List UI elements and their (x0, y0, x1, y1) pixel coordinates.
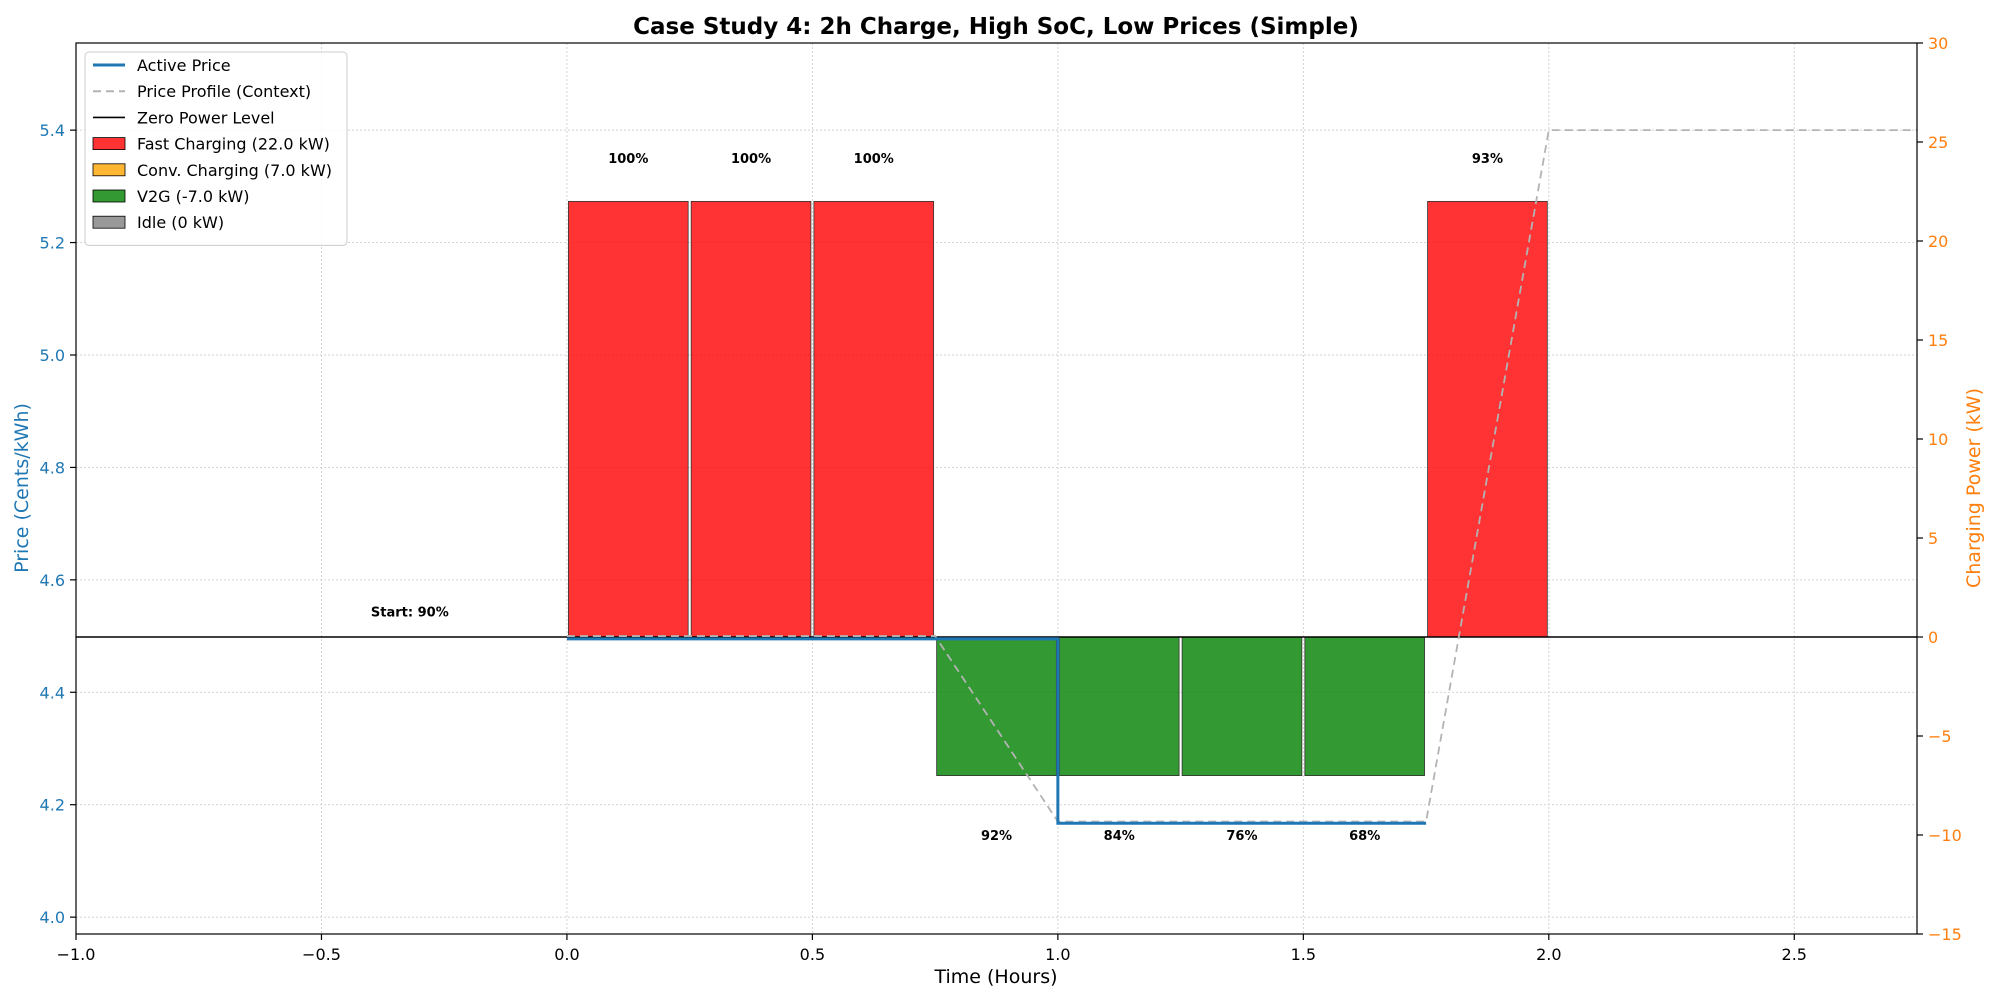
legend-label: Active Price (137, 56, 231, 75)
start-annotation: Start: 90% (371, 605, 449, 620)
plot-area-frame (75, 42, 1918, 935)
x-tick-label: 0.5 (800, 945, 825, 964)
legend-swatch-idle (92, 215, 126, 229)
x-tick-label: 2.0 (1536, 945, 1561, 964)
v2g-bar (1058, 636, 1180, 777)
fast-charging-bar (1427, 200, 1548, 638)
legend-swatch-v2g (92, 189, 126, 203)
v2g-bar (936, 636, 1057, 777)
y-left-tick-label: 4.4 (40, 683, 65, 702)
legend-swatch-conv (92, 163, 126, 177)
y-left-tick-label: 4.6 (40, 571, 65, 590)
legend-box (84, 51, 348, 246)
y-right-tick-label: −10 (1928, 826, 1962, 845)
legend-label: Conv. Charging (7.0 kW) (137, 161, 332, 180)
y-axis-left: 4.0 4.2 4.4 4.6 4.8 5.0 5.2 5.4 (40, 121, 76, 927)
x-axis-label: Time (Hours) (933, 966, 1057, 988)
x-axis: −1.0 −0.5 0.0 0.5 1.0 1.5 2.0 2.5 (57, 934, 1807, 964)
y-left-tick-label: 5.0 (40, 346, 65, 365)
labels-layer: 100% 100% 100% 92% 84% 76% 68% 93% Start: 90% (371, 152, 1503, 844)
legend-label: Price Profile (Context) (137, 82, 311, 101)
soc-label: 100% (731, 152, 771, 167)
x-tick-label: −0.5 (302, 945, 341, 964)
chart-title: Case Study 4: 2h Charge, High SoC, Low P… (633, 14, 1359, 40)
y-right-tick-label: 30 (1928, 34, 1948, 53)
y-right-tick-label: 10 (1928, 430, 1948, 449)
y-right-tick-label: 0 (1928, 628, 1938, 647)
fast-charging-bar (690, 200, 812, 638)
x-tick-label: 1.5 (1291, 945, 1316, 964)
soc-label: 84% (1104, 829, 1135, 844)
legend-label: V2G (-7.0 kW) (137, 187, 249, 206)
legend-swatch-fast (92, 137, 126, 151)
lines-layer (76, 129, 1917, 825)
y-left-tick-label: 5.4 (40, 121, 65, 140)
v2g-bar (1181, 636, 1303, 777)
y-right-tick-label: 15 (1928, 331, 1948, 350)
soc-label: 92% (981, 829, 1012, 844)
y-left-tick-label: 4.2 (40, 796, 65, 815)
y-left-tick-label: 5.2 (40, 234, 65, 253)
soc-label: 76% (1226, 829, 1257, 844)
x-tick-label: 1.0 (1045, 945, 1070, 964)
price-profile-line (566, 129, 1917, 823)
y-right-tick-label: −5 (1928, 727, 1952, 746)
y-left-tick-label: 4.0 (40, 908, 65, 927)
soc-label: 100% (854, 152, 894, 167)
soc-label: 93% (1472, 152, 1503, 167)
y-right-tick-label: 25 (1928, 133, 1948, 152)
legend-label: Zero Power Level (137, 108, 275, 127)
y-right-tick-label: −15 (1928, 925, 1962, 944)
x-tick-label: −1.0 (57, 945, 96, 964)
x-tick-label: 2.5 (1782, 945, 1807, 964)
bars-layer (568, 200, 1548, 777)
y-axis-right-label: Charging Power (kW) (1963, 388, 1985, 588)
y-left-tick-label: 4.8 (40, 458, 65, 477)
legend-label: Fast Charging (22.0 kW) (137, 135, 330, 154)
soc-label: 68% (1349, 829, 1380, 844)
fast-charging-bar (813, 200, 935, 638)
v2g-bar (1304, 636, 1425, 777)
soc-label: 100% (608, 152, 648, 167)
legend: Active Price Price Profile (Context) Zero … (84, 51, 348, 246)
grid-layer (75, 43, 1917, 934)
y-right-tick-label: 5 (1928, 529, 1938, 548)
active-price-line (566, 637, 1427, 825)
y-axis-left-label: Price (Cents/kWh) (11, 403, 33, 573)
legend-label: Idle (0 kW) (137, 213, 224, 232)
y-axis-right: −15 −10 −5 0 5 10 15 20 25 30 (1917, 34, 1962, 944)
fast-charging-bar (568, 200, 689, 638)
x-tick-label: 0.0 (554, 945, 579, 964)
y-right-tick-label: 20 (1928, 232, 1948, 251)
